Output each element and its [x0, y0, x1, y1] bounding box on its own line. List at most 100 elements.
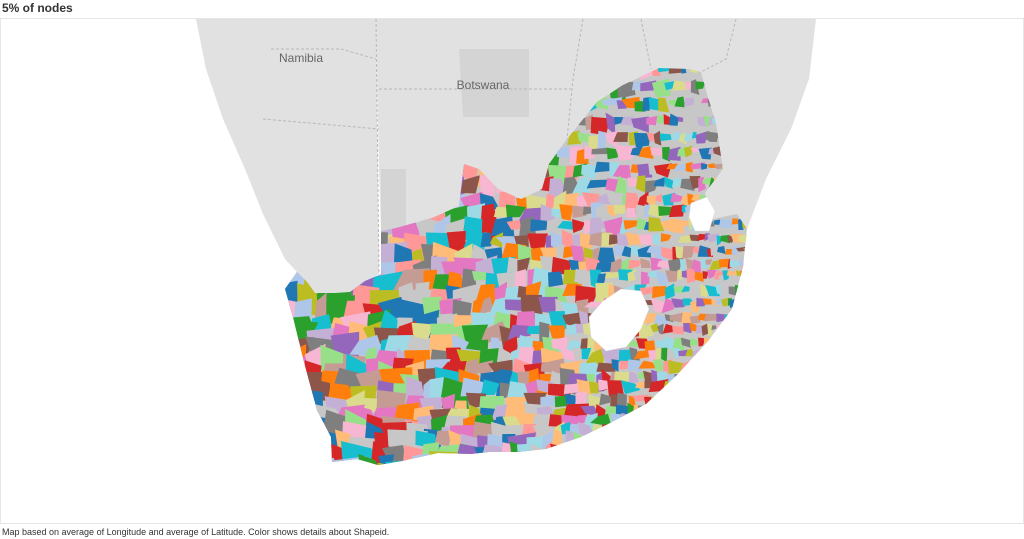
- region-shape[interactable]: [644, 421, 660, 438]
- region-shape[interactable]: [650, 147, 666, 156]
- region-shape[interactable]: [695, 81, 706, 90]
- region-shape[interactable]: [605, 434, 622, 445]
- region-shape[interactable]: [426, 461, 446, 489]
- region-shape[interactable]: [667, 466, 677, 476]
- region-shape[interactable]: [456, 467, 473, 488]
- region-shape[interactable]: [631, 422, 641, 431]
- region-shape[interactable]: [542, 454, 553, 470]
- region-shape[interactable]: [689, 176, 701, 190]
- region-shape[interactable]: [744, 269, 749, 276]
- region-shape[interactable]: [589, 217, 602, 238]
- region-shape[interactable]: [704, 465, 709, 478]
- region-shape[interactable]: [653, 314, 670, 326]
- region-shape[interactable]: [669, 423, 679, 434]
- region-shape[interactable]: [517, 257, 531, 272]
- region-shape[interactable]: [600, 446, 610, 461]
- region-shape[interactable]: [700, 283, 710, 298]
- region-shape[interactable]: [676, 424, 686, 431]
- region-shape[interactable]: [343, 300, 367, 317]
- region-shape[interactable]: [638, 405, 649, 416]
- region-shape[interactable]: [572, 457, 592, 467]
- region-shape[interactable]: [668, 204, 685, 218]
- region-shape[interactable]: [650, 467, 662, 472]
- region-shape[interactable]: [732, 444, 742, 451]
- region-shape[interactable]: [555, 451, 580, 478]
- region-shape[interactable]: [619, 454, 639, 469]
- region-shape[interactable]: [707, 414, 718, 428]
- region-shape[interactable]: [596, 247, 616, 266]
- region-shape[interactable]: [597, 130, 607, 154]
- region-shape[interactable]: [714, 413, 723, 423]
- region-shape[interactable]: [738, 455, 744, 465]
- region-shape[interactable]: [385, 459, 416, 480]
- region-shape[interactable]: [668, 413, 679, 429]
- region-shape[interactable]: [596, 430, 613, 455]
- region-shape[interactable]: [705, 259, 713, 265]
- region-shape[interactable]: [574, 414, 587, 424]
- region-shape[interactable]: [692, 423, 702, 432]
- region-shape[interactable]: [739, 443, 745, 456]
- region-shape[interactable]: [651, 286, 667, 299]
- region-shape[interactable]: [658, 465, 670, 481]
- region-shape[interactable]: [682, 246, 696, 259]
- region-shape[interactable]: [716, 313, 728, 323]
- region-shape[interactable]: [698, 379, 713, 395]
- region-shape[interactable]: [611, 359, 619, 373]
- region-shape[interactable]: [653, 130, 662, 146]
- region-shape[interactable]: [331, 456, 367, 484]
- region-shape[interactable]: [748, 315, 755, 321]
- region-shape[interactable]: [731, 218, 739, 225]
- region-shape[interactable]: [378, 454, 395, 470]
- region-shape[interactable]: [664, 81, 675, 91]
- region-shape[interactable]: [571, 218, 586, 233]
- region-shape[interactable]: [570, 245, 585, 263]
- region-shape[interactable]: [711, 359, 725, 369]
- region-shape[interactable]: [631, 116, 649, 133]
- region-shape[interactable]: [711, 348, 718, 362]
- region-shape[interactable]: [579, 232, 593, 249]
- region-shape[interactable]: [551, 336, 568, 351]
- region-shape[interactable]: [743, 372, 751, 380]
- region-shape[interactable]: [656, 260, 673, 270]
- region-shape[interactable]: [670, 192, 683, 203]
- region-shape[interactable]: [613, 132, 628, 143]
- region-shape[interactable]: [635, 217, 647, 230]
- region-shape[interactable]: [598, 464, 609, 479]
- region-shape[interactable]: [623, 464, 640, 481]
- region-shape[interactable]: [639, 286, 656, 296]
- region-shape[interactable]: [484, 463, 504, 487]
- region-shape[interactable]: [718, 453, 730, 467]
- region-shape[interactable]: [277, 425, 306, 475]
- region-shape[interactable]: [496, 271, 517, 287]
- region-shape[interactable]: [519, 452, 533, 475]
- region-shape[interactable]: [539, 321, 550, 343]
- region-shape[interactable]: [685, 82, 692, 90]
- region-shape[interactable]: [278, 387, 314, 419]
- region-shape[interactable]: [297, 409, 319, 430]
- region-shape[interactable]: [674, 373, 687, 381]
- region-shape[interactable]: [640, 271, 650, 286]
- region-shape[interactable]: [696, 372, 705, 383]
- region-shape[interactable]: [715, 348, 725, 360]
- region-shape[interactable]: [549, 443, 567, 461]
- region-shape[interactable]: [664, 415, 673, 426]
- region-shape[interactable]: [681, 467, 691, 481]
- region-shape[interactable]: [690, 259, 701, 273]
- region-shape[interactable]: [702, 370, 710, 382]
- region-shape[interactable]: [605, 178, 619, 193]
- region-shape[interactable]: [736, 312, 744, 325]
- region-shape[interactable]: [651, 455, 668, 468]
- region-shape[interactable]: [479, 296, 494, 314]
- region-shape[interactable]: [716, 405, 730, 412]
- region-shape[interactable]: [710, 246, 721, 256]
- region-shape[interactable]: [716, 269, 725, 276]
- region-shape[interactable]: [428, 451, 458, 471]
- region-shape[interactable]: [396, 466, 421, 496]
- region-shape[interactable]: [578, 261, 588, 271]
- region-shape[interactable]: [566, 340, 584, 351]
- region-shape[interactable]: [705, 468, 718, 473]
- region-shape[interactable]: [546, 217, 562, 230]
- region-shape[interactable]: [446, 230, 466, 254]
- region-shape[interactable]: [275, 344, 307, 387]
- region-shape[interactable]: [549, 455, 563, 466]
